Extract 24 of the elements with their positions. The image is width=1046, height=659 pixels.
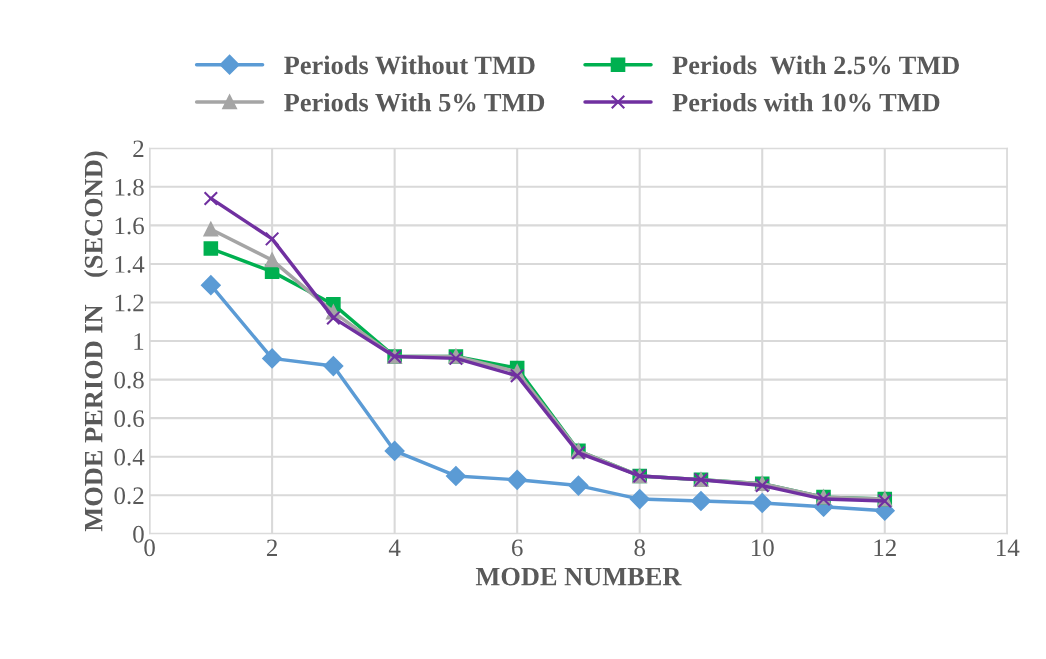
y-tick-label: 0.6 <box>114 410 144 428</box>
y-tick-label: 0.8 <box>114 371 144 389</box>
x-tick-label: 6 <box>512 539 523 557</box>
x-tick-label: 10 <box>751 539 774 557</box>
y-tick-label: 0.2 <box>114 487 144 505</box>
x-axis-title: MODE NUMBER <box>475 567 682 586</box>
y-tick-label: 0 <box>133 525 144 543</box>
legend-label: Periods Without TMD <box>284 55 535 75</box>
x-tick-label: 8 <box>634 539 645 557</box>
x-tick-label: 12 <box>874 539 896 556</box>
y-tick-label: 1.2 <box>115 294 144 312</box>
y-tick-label: 1.8 <box>115 178 144 196</box>
y-axis-title: MODE PERIOD IN (SECOND) <box>83 151 108 532</box>
legend-label: Periods With 2.5% TMD <box>672 55 959 75</box>
y-tick-label: 1.4 <box>115 256 145 273</box>
legend-label: Periods with 10% TMD <box>672 92 940 112</box>
y-tick-label: 1 <box>134 333 144 350</box>
y-tick-label: 1.6 <box>115 217 144 235</box>
x-tick-label: 14 <box>997 539 1020 556</box>
y-tick-label: 2 <box>133 140 144 157</box>
y-tick-label: 0.4 <box>114 448 145 466</box>
x-tick-label: 4 <box>388 539 401 556</box>
legend-label: Periods With 5% TMD <box>284 92 545 112</box>
x-tick-label: 2 <box>266 539 277 556</box>
